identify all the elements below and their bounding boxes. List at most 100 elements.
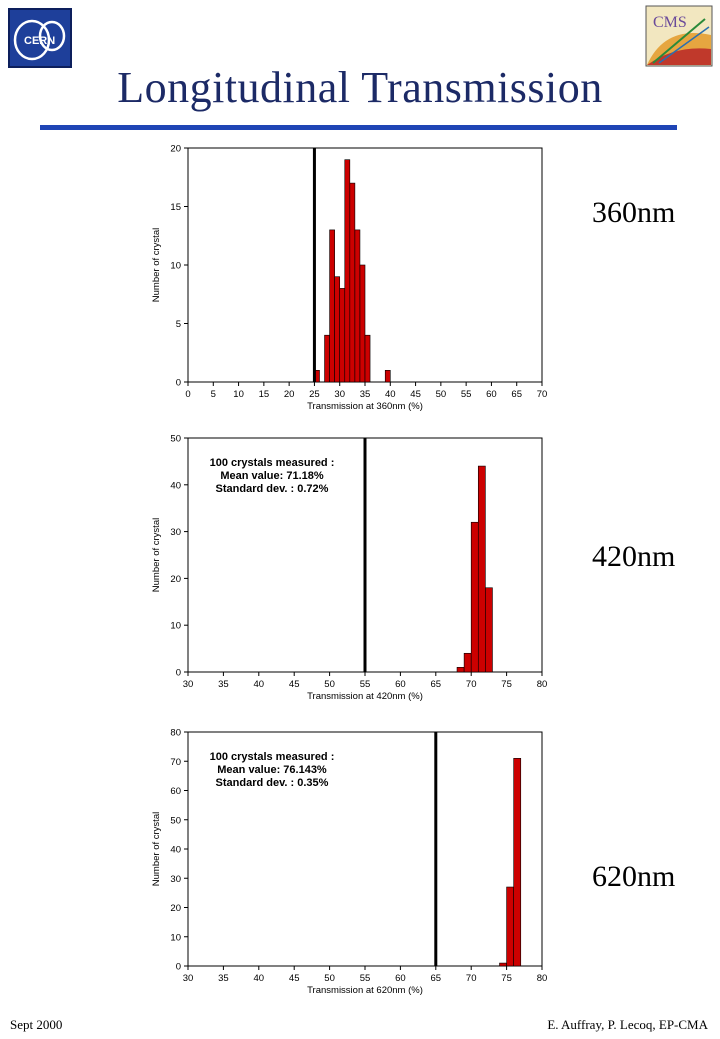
y-tick-label: 30: [170, 874, 181, 885]
cern-logo: CERN: [8, 8, 72, 68]
histogram-bar: [349, 182, 356, 383]
x-tick-label: 0: [185, 389, 190, 400]
histogram-bar: [354, 229, 361, 383]
x-tick-label: 65: [431, 679, 442, 690]
y-tick-label: 15: [170, 202, 181, 213]
y-tick-label: 20: [170, 574, 181, 585]
stats-annotation-line: Mean value: 71.18%: [220, 470, 324, 482]
y-axis-label: Number of crystal: [151, 812, 162, 886]
histogram-bar: [364, 334, 371, 383]
histogram-bar: [463, 652, 472, 673]
x-tick-label: 60: [486, 389, 497, 400]
x-tick-label: 70: [466, 679, 477, 690]
histogram-bar: [470, 521, 479, 673]
x-tick-label: 75: [501, 973, 512, 984]
y-tick-label: 50: [170, 815, 181, 826]
x-tick-label: 45: [289, 973, 300, 984]
x-tick-label: 10: [233, 389, 244, 400]
wavelength-label-360nm: 360nm: [592, 196, 676, 229]
x-tick-label: 70: [466, 973, 477, 984]
histogram-bar: [324, 334, 330, 383]
histogram-bar: [329, 229, 335, 383]
stats-annotation-line: 100 crystals measured :: [210, 751, 335, 763]
histogram-bar: [477, 465, 486, 673]
footer-authors: E. Auffray, P. Lecoq, EP-CMA: [547, 1017, 708, 1032]
x-tick-label: 45: [410, 389, 421, 400]
y-tick-label: 0: [176, 378, 181, 389]
x-tick-label: 50: [324, 679, 335, 690]
x-tick-label: 40: [254, 679, 265, 690]
y-tick-label: 70: [170, 757, 181, 768]
histogram-bar: [339, 288, 346, 383]
x-tick-label: 50: [324, 973, 335, 984]
x-tick-label: 55: [360, 679, 371, 690]
stats-annotation-line: Standard dev. : 0.35%: [216, 777, 329, 789]
x-tick-label: 30: [183, 973, 194, 984]
y-axis-label: Number of crystal: [151, 518, 162, 592]
x-axis-label: Transmission at 420nm (%): [307, 691, 423, 702]
x-tick-label: 30: [334, 389, 345, 400]
x-tick-label: 75: [501, 679, 512, 690]
histogram-bar: [344, 159, 351, 383]
histogram-360nm: 0 5 10 15 20 25 30 35 40 45 50 55 60 65 70 0 5 10 15 20 Tran…: [151, 144, 548, 413]
wavelength-label-420nm: 420nm: [592, 540, 676, 573]
x-tick-label: 35: [360, 389, 371, 400]
y-tick-label: 10: [170, 261, 181, 272]
y-tick-label: 20: [170, 144, 181, 155]
x-tick-label: 65: [431, 973, 442, 984]
histogram-bar: [359, 264, 366, 383]
x-tick-label: 55: [360, 973, 371, 984]
x-tick-label: 40: [385, 389, 396, 400]
histogram-bar: [334, 276, 341, 383]
y-tick-label: 80: [170, 728, 181, 739]
histogram-bar: [499, 962, 507, 967]
svg-text:CERN: CERN: [24, 35, 55, 47]
x-tick-label: 35: [218, 973, 229, 984]
histogram-620nm: 30 35 40 45 50 55 60 65 70 75 80 0 10 20 30 40 50 60 70 80 T…: [151, 728, 548, 997]
histogram-bar: [513, 758, 522, 967]
x-tick-label: 25: [309, 389, 320, 400]
x-tick-label: 15: [259, 389, 270, 400]
histogram-420nm: 30 35 40 45 50 55 60 65 70 75 8001020304050Transmi…: [151, 434, 548, 703]
histogram-bar: [384, 370, 391, 383]
x-tick-label: 70: [537, 389, 548, 400]
x-tick-label: 40: [254, 973, 265, 984]
histogram-bar: [506, 886, 514, 967]
x-tick-label: 80: [537, 679, 548, 690]
x-axis-label: Transmission at 360nm (%): [307, 401, 423, 412]
x-axis-label: Transmission at 620nm (%): [307, 985, 423, 996]
svg-text:CMS: CMS: [653, 14, 687, 31]
x-tick-label: 20: [284, 389, 295, 400]
x-tick-label: 80: [537, 973, 548, 984]
y-tick-label: 0: [176, 962, 181, 973]
y-tick-label: 30: [170, 527, 181, 538]
page-title: Longitudinal Transmission: [117, 63, 603, 112]
y-tick-label: 5: [176, 319, 181, 330]
y-tick-label: 60: [170, 786, 181, 797]
wavelength-label-620nm: 620nm: [592, 860, 676, 893]
y-axis-label: Number of crystal: [151, 228, 162, 302]
y-tick-label: 40: [170, 480, 181, 491]
plot-area: [187, 731, 543, 967]
x-tick-label: 60: [395, 679, 406, 690]
cms-logo: CMS: [645, 5, 713, 67]
stats-annotation-line: Mean value: 76.143%: [217, 764, 327, 776]
x-tick-label: 55: [461, 389, 472, 400]
title-underline: [40, 125, 677, 130]
y-tick-label: 20: [170, 903, 181, 914]
x-tick-label: 30: [183, 679, 194, 690]
y-tick-label: 10: [170, 621, 181, 632]
stats-annotation-line: 100 crystals measured :: [210, 457, 335, 469]
stats-annotation-line: Standard dev. : 0.72%: [216, 483, 329, 495]
footer-date: Sept 2000: [10, 1017, 63, 1032]
histogram-bar: [456, 667, 465, 673]
x-tick-label: 35: [218, 679, 229, 690]
x-tick-label: 60: [395, 973, 406, 984]
x-tick-label: 45: [289, 679, 300, 690]
y-tick-label: 50: [170, 434, 181, 445]
x-tick-label: 5: [211, 389, 216, 400]
x-tick-label: 50: [436, 389, 447, 400]
x-tick-label: 65: [511, 389, 522, 400]
histogram-bar: [485, 587, 493, 673]
y-tick-label: 40: [170, 845, 181, 856]
